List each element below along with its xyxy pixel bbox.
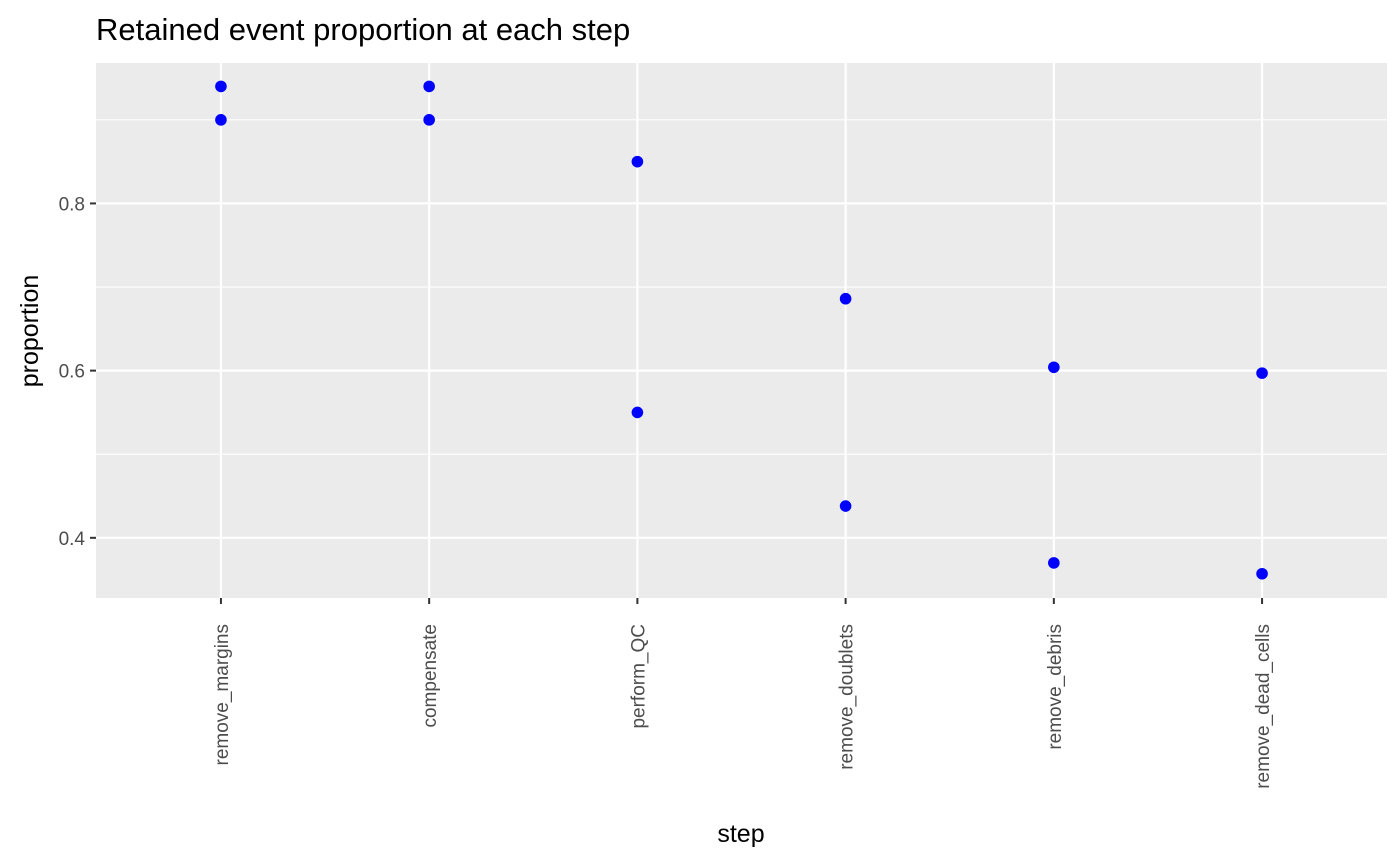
x-tick-label: remove_margins: [212, 624, 233, 766]
data-point: [631, 155, 644, 168]
x-tick-label: remove_doublets: [837, 624, 858, 770]
data-point: [1048, 361, 1060, 374]
data-point: [215, 80, 227, 93]
data-point: [423, 114, 435, 126]
y-axis-title: proportion: [16, 275, 44, 388]
x-axis-title: step: [717, 820, 764, 848]
data-point: [1048, 557, 1060, 569]
plot-panel: [96, 63, 1387, 598]
x-tick-label: remove_debris: [1045, 624, 1066, 750]
y-tick-label: 0.8: [59, 194, 85, 215]
data-point: [1256, 367, 1268, 379]
x-axis: remove_margins compensate perform_QC remove…: [212, 598, 1274, 789]
data-point: [423, 80, 435, 93]
y-tick-label: 0.4: [59, 529, 86, 550]
y-axis: 0.4 0.6 0.8: [59, 194, 96, 550]
y-tick-label: 0.6: [59, 362, 85, 383]
x-tick-label: perform_QC: [628, 624, 649, 729]
minor-gridlines: [96, 119, 1387, 455]
data-point: [839, 500, 852, 512]
data-point: [631, 406, 644, 419]
data-point: [839, 292, 852, 305]
data-points: [215, 80, 1268, 580]
x-tick-label: compensate: [420, 624, 441, 728]
data-point: [1256, 567, 1268, 580]
data-point: [215, 114, 227, 126]
major-gridlines-y: [96, 202, 1387, 539]
chart-title: Retained event proportion at each step: [96, 12, 630, 47]
x-tick-label: remove_dead_cells: [1253, 624, 1274, 789]
